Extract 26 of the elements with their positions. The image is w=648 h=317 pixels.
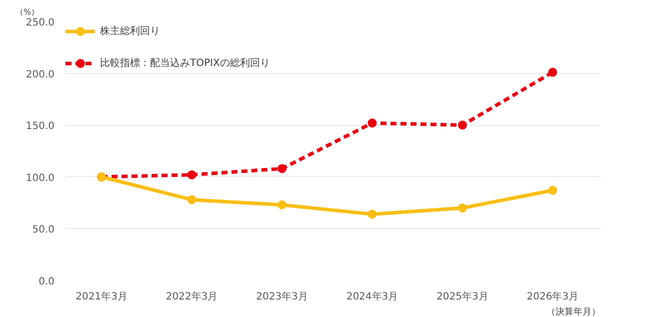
point (278, 200, 287, 210)
point (548, 68, 558, 77)
legend-label: 比較指標：配当込みTOPIXの総利回り (100, 56, 270, 70)
point (368, 118, 377, 128)
x-tick-label: 2023年3月 (256, 290, 308, 302)
y-tick-label: 150.0 (26, 121, 55, 132)
point (278, 164, 287, 174)
x-tick-label: 2022年3月 (166, 290, 218, 302)
x-tick-label: 2026年3月 (526, 290, 579, 302)
y-tick-label: 0.0 (38, 276, 55, 288)
point (548, 186, 558, 195)
y-axis-title: （%） (16, 8, 40, 16)
point (458, 120, 467, 130)
y-tick-label: 250.0 (26, 18, 55, 28)
legend-label: 株主総利回り (100, 24, 160, 38)
point (368, 210, 377, 219)
y-tick-label: 50.0 (32, 224, 54, 236)
x-axis-title: （決算年月） (546, 306, 600, 317)
x-tick-label: 2024年3月 (346, 290, 398, 302)
x-tick-label: 2021年3月 (76, 290, 128, 302)
y-tick-label: 200.0 (26, 69, 55, 80)
x-tick-label: 2025年3月 (436, 290, 488, 302)
point (187, 195, 196, 204)
point (187, 170, 196, 180)
y-tick-label: 100.0 (26, 172, 55, 184)
point (458, 203, 467, 212)
